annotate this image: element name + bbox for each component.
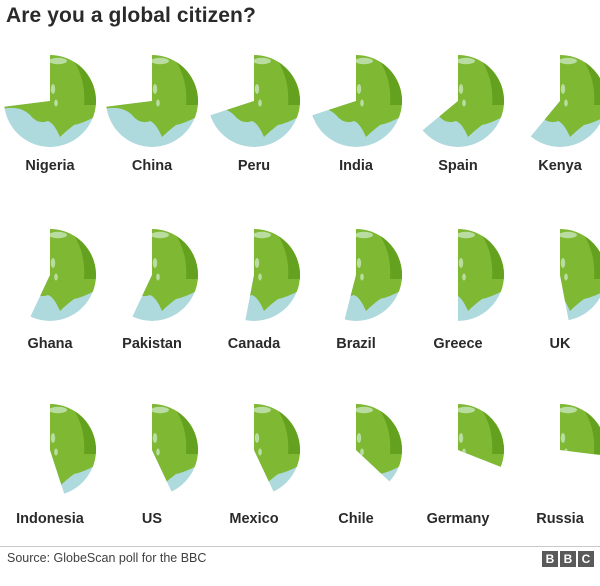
country-label-uk: UK [550,336,571,352]
globe-slice-peru [210,55,301,147]
country-label-india: India [339,158,374,174]
globe-slice-china [106,55,198,147]
country-label-spain: Spain [438,158,477,174]
country-label-indonesia: Indonesia [16,511,85,527]
globe-slice-india [312,55,403,147]
globe-slice-russia [560,404,600,456]
country-label-pakistan: Pakistan [122,336,182,352]
country-label-mexico: Mexico [229,511,278,527]
globe-slice-brazil [344,228,403,321]
logo-letter-c: C [578,551,594,567]
source-note: Source: GlobeScan poll for the BBC [7,551,207,565]
globe-slice-greece [458,229,504,321]
globe-slice-canada [245,229,300,321]
country-label-chile: Chile [338,511,373,527]
country-label-canada: Canada [228,336,281,352]
country-label-nigeria: Nigeria [25,158,75,174]
globe-chart: Nigeria China Peru India Spain Kenya Ghana Paki… [4,54,600,527]
country-label-us: US [142,511,162,527]
globe-slice-indonesia [50,404,96,494]
globe-slice-kenya [530,55,600,147]
country-label-brazil: Brazil [336,336,376,352]
country-label-peru: Peru [238,158,270,174]
country-label-russia: Russia [536,511,584,527]
globe-slice-spain [422,54,505,147]
country-label-germany: Germany [427,511,490,527]
globe-slice-ghana [30,229,97,321]
bbc-logo: B B C [542,551,594,567]
globe-slice-mexico [254,404,300,492]
globe-slice-us [152,404,198,492]
logo-letter-b1: B [542,551,558,567]
country-label-china: China [132,158,173,174]
globe-slice-germany [458,404,504,467]
country-label-greece: Greece [433,336,482,352]
globe-slice-nigeria [4,55,96,147]
footer-divider [0,546,600,547]
chart-title: Are you a global citizen? [6,4,256,27]
globe-slice-chile [356,404,402,482]
globe-slice-uk [560,228,600,321]
globe-slice-pakistan [132,228,199,321]
country-label-ghana: Ghana [27,336,73,352]
logo-letter-b2: B [560,551,576,567]
country-label-kenya: Kenya [538,158,582,174]
